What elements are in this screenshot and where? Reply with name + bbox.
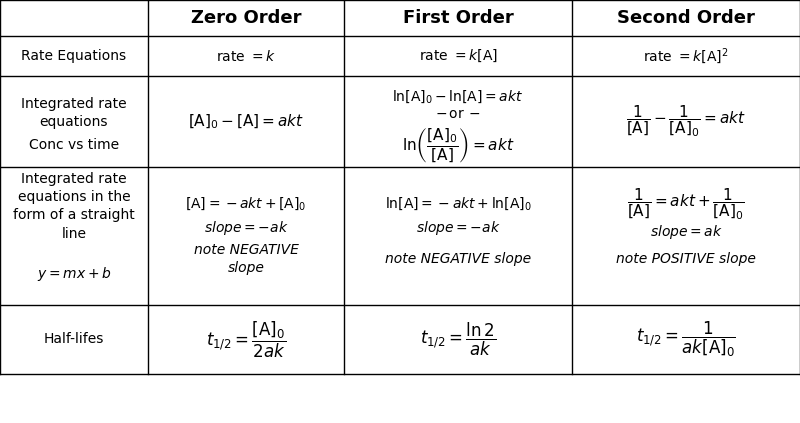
Text: $\mathregular{-\,or\,-}$: $\mathregular{-\,or\,-}$ xyxy=(435,107,481,121)
Text: Integrated rate
equations in the
form of a straight
line: Integrated rate equations in the form of… xyxy=(13,172,135,241)
Text: note NEGATIVE
slope: note NEGATIVE slope xyxy=(194,243,298,275)
Text: rate $= k$: rate $= k$ xyxy=(216,49,276,63)
Text: $[\mathrm{A}]_0 - [\mathrm{A}] = akt$: $[\mathrm{A}]_0 - [\mathrm{A}] = akt$ xyxy=(188,113,304,131)
Text: $\ln[\mathrm{A}]_0 - \ln[\mathrm{A}] = akt$: $\ln[\mathrm{A}]_0 - \ln[\mathrm{A}] = a… xyxy=(393,88,523,104)
Text: $t_{1/2} = \dfrac{[\mathrm{A}]_0}{2ak}$: $t_{1/2} = \dfrac{[\mathrm{A}]_0}{2ak}$ xyxy=(206,319,286,360)
Text: $t_{1/2} = \dfrac{1}{ak[\mathrm{A}]_0}$: $t_{1/2} = \dfrac{1}{ak[\mathrm{A}]_0}$ xyxy=(636,320,736,359)
Text: Integrated rate
equations: Integrated rate equations xyxy=(21,97,127,129)
Text: rate $= k$[A]$^2$: rate $= k$[A]$^2$ xyxy=(643,46,729,66)
Text: $\mathit{slope} = \mathit{-ak}$: $\mathit{slope} = \mathit{-ak}$ xyxy=(204,219,288,237)
Text: $t_{1/2} = \dfrac{\ln 2}{ak}$: $t_{1/2} = \dfrac{\ln 2}{ak}$ xyxy=(420,321,496,358)
Text: $\dfrac{1}{[\mathrm{A}]} - \dfrac{1}{[\mathrm{A}]_0} = akt$: $\dfrac{1}{[\mathrm{A}]} - \dfrac{1}{[\m… xyxy=(626,104,746,139)
Text: Half-lifes: Half-lifes xyxy=(44,332,104,346)
Text: $[\mathrm{A}] = -akt + [\mathrm{A}]_0$: $[\mathrm{A}] = -akt + [\mathrm{A}]_0$ xyxy=(186,196,306,212)
Text: note NEGATIVE slope: note NEGATIVE slope xyxy=(385,252,531,266)
Text: $y = mx + b$: $y = mx + b$ xyxy=(37,265,111,283)
Text: Zero Order: Zero Order xyxy=(190,9,302,27)
Text: First Order: First Order xyxy=(402,9,514,27)
Text: Conc vs time: Conc vs time xyxy=(29,138,119,152)
Text: $\dfrac{1}{[\mathrm{A}]} = akt + \dfrac{1}{[\mathrm{A}]_0}$: $\dfrac{1}{[\mathrm{A}]} = akt + \dfrac{… xyxy=(627,187,745,222)
Text: $\ln\!\left(\dfrac{[\mathrm{A}]_0}{[\mathrm{A}]}\right) = akt$: $\ln\!\left(\dfrac{[\mathrm{A}]_0}{[\mat… xyxy=(402,127,514,165)
Text: $\mathit{slope} = \mathit{ak}$: $\mathit{slope} = \mathit{ak}$ xyxy=(650,222,722,241)
Text: note POSITIVE slope: note POSITIVE slope xyxy=(616,252,756,266)
Text: $\mathit{slope} = \mathit{-ak}$: $\mathit{slope} = \mathit{-ak}$ xyxy=(416,219,500,237)
Text: Rate Equations: Rate Equations xyxy=(22,49,126,63)
Text: rate $= k$[A]: rate $= k$[A] xyxy=(418,48,498,64)
Text: Second Order: Second Order xyxy=(617,9,755,27)
Text: $\ln[\mathrm{A}] = -akt + \ln[\mathrm{A}]_0$: $\ln[\mathrm{A}] = -akt + \ln[\mathrm{A}… xyxy=(385,196,531,212)
